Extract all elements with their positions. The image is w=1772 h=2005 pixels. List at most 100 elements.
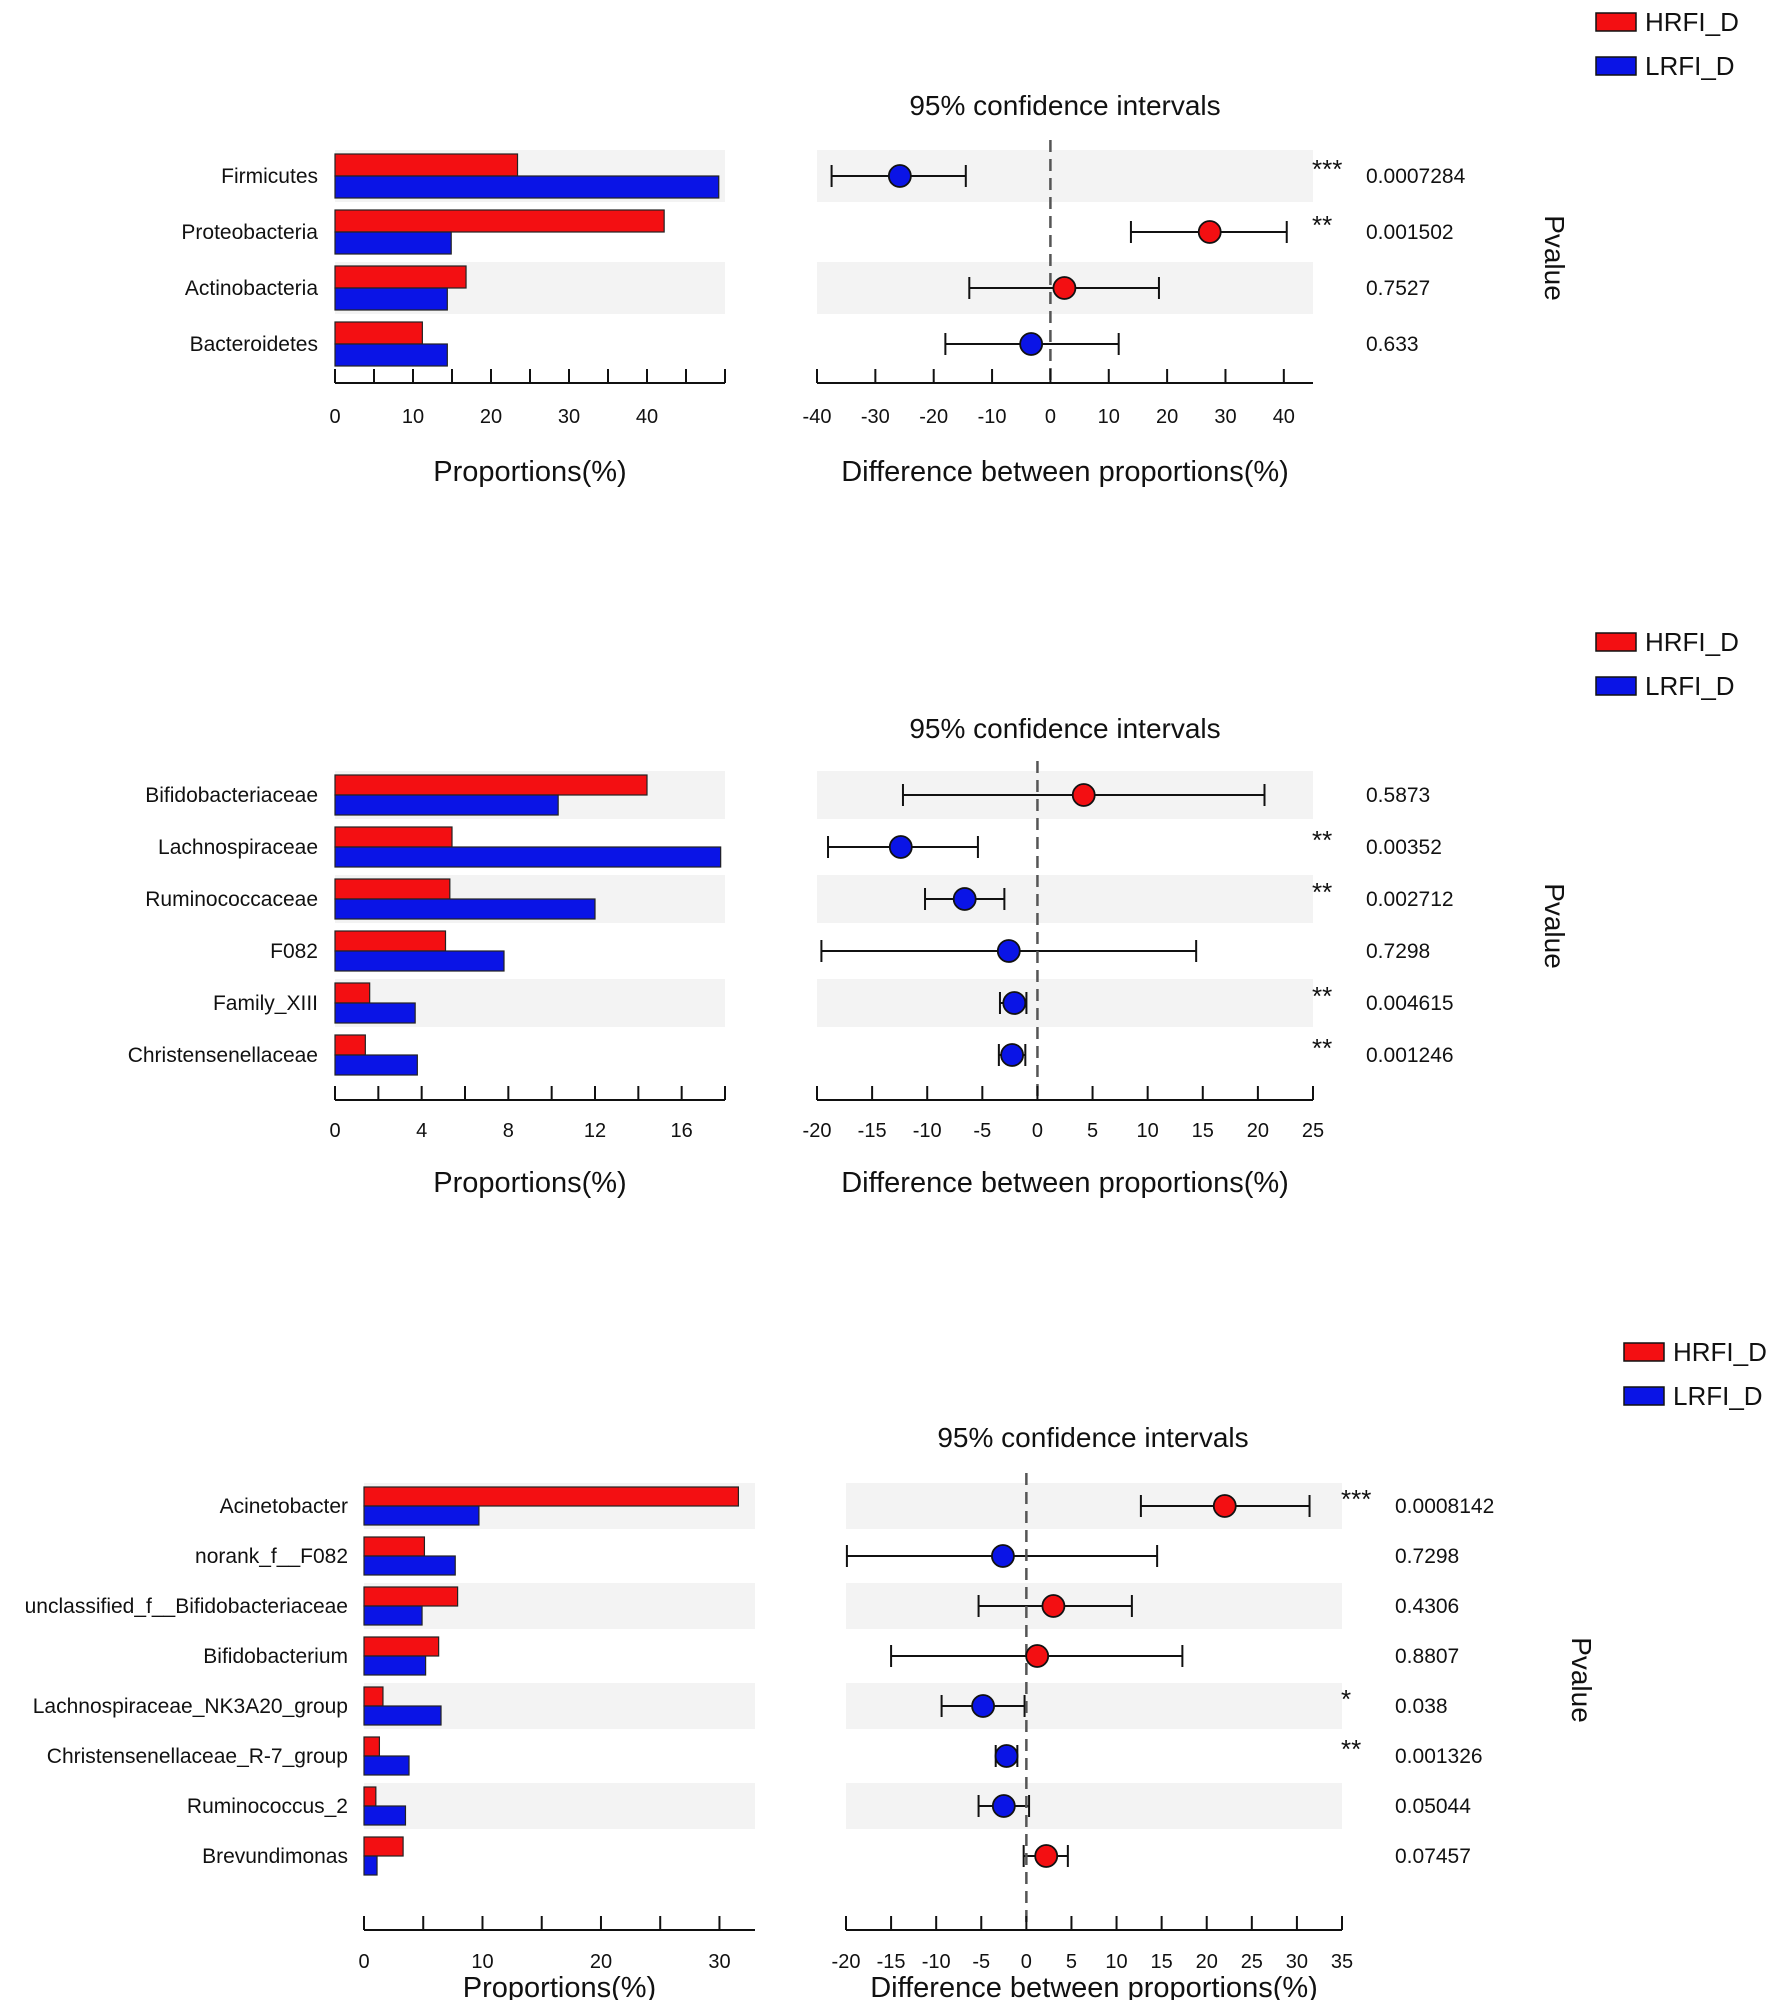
diff-point [971,1694,995,1718]
bar-lrfi_d [334,231,452,255]
panel-family: HRFI_D LRFI_D 95% confidence intervals Pval… [128,627,1739,1199]
diff-point [887,164,912,188]
pvalue-text: 0.633 [1366,333,1419,356]
bar-lrfi_d [363,1605,423,1626]
significance-stars: ** [1312,825,1332,855]
prop-tick-label: 16 [671,1120,693,1142]
prop-tick-label: 10 [471,1951,493,1973]
bar-lrfi_d [363,1705,442,1726]
prop-axis-title: Proportions(%) [433,1167,626,1199]
diff-point [1212,1494,1237,1518]
bar-hrfi_d [363,1836,404,1857]
diff-tick-label: 15 [1151,1951,1173,1973]
bar-hrfi_d [334,982,371,1004]
diff-tick-label: 20 [1156,406,1178,428]
pvalue-text: 0.7298 [1366,940,1430,963]
diff-tick-label: 10 [1137,1120,1159,1142]
diff-tick-label: 15 [1192,1120,1214,1142]
category-label: Actinobacteria [185,277,318,300]
row-stripe-right [817,979,1313,1027]
bar-lrfi_d [334,846,722,868]
ci-title: 95% confidence intervals [909,713,1220,744]
diff-point [1034,1844,1059,1868]
pvalue-text: 0.001326 [1395,1745,1483,1768]
bar-hrfi_d [363,1586,459,1607]
legend-label-lrfi_d: LRFI_D [1673,1381,1763,1411]
diff-point [1025,1644,1050,1668]
diff-point [994,1744,1019,1768]
pvalue-text: 0.8807 [1395,1645,1459,1668]
diff-point [888,835,913,859]
bar-lrfi_d [363,1655,427,1676]
bar-hrfi_d [334,153,519,177]
row-stripe-left [364,1783,755,1829]
category-label: unclassified_f__Bifidobacteriaceae [25,1595,348,1618]
row-stripe-right [846,1683,1342,1729]
bar-hrfi_d [334,930,447,952]
diff-tick-label: 5 [1087,1120,1098,1142]
diff-point [1041,1594,1066,1618]
diff-point [952,887,977,911]
prop-tick-label: 0 [329,1120,340,1142]
prop-axis-title: Proportions(%) [463,1972,656,2000]
legend-swatch-hrfi_d [1595,12,1637,32]
pvalue-text: 0.0007284 [1366,165,1466,188]
diff-tick-label: 30 [1214,406,1236,428]
diff-tick-label: -20 [832,1951,861,1973]
category-label: Lachnospiraceae_NK3A20_group [33,1695,348,1718]
bar-hrfi_d [334,321,423,345]
pvalue-axis-label: Pvalue [1566,1637,1597,1723]
diff-tick-label: -10 [978,406,1007,428]
bar-hrfi_d [334,209,665,233]
significance-stars: *** [1341,1484,1371,1514]
diff-point [1002,991,1027,1015]
diff-axis-title: Difference between proportions(%) [841,1167,1289,1199]
pvalue-text: 0.002712 [1366,888,1454,911]
significance-stars: ** [1312,1033,1332,1063]
prop-tick-label: 20 [590,1951,612,1973]
legend-label-hrfi_d: HRFI_D [1645,627,1739,657]
bar-hrfi_d [363,1786,377,1807]
pvalue-text: 0.07457 [1395,1845,1471,1868]
category-label: Christensenellaceae [128,1044,318,1067]
bar-lrfi_d [334,1054,418,1076]
bar-hrfi_d [334,1034,366,1056]
prop-tick-label: 0 [358,1951,369,1973]
bar-hrfi_d [334,826,453,848]
diff-tick-label: -15 [858,1120,887,1142]
diff-tick-label: 25 [1241,1951,1263,1973]
prop-tick-label: 8 [503,1120,514,1142]
bar-lrfi_d [334,343,448,367]
bar-lrfi_d [334,950,505,972]
bar-lrfi_d [334,287,448,311]
category-label: Bacteroidetes [190,333,318,356]
legend-label-hrfi_d: HRFI_D [1645,7,1739,37]
row-stripe-right [817,875,1313,923]
pvalue-text: 0.004615 [1366,992,1454,1015]
diff-tick-label: -30 [861,406,890,428]
pvalue-axis-label: Pvalue [1539,883,1570,969]
diff-tick-label: -10 [913,1120,942,1142]
bar-lrfi_d [363,1805,407,1826]
panel-phylum: HRFI_D LRFI_D 95% confidence intervals Pval… [181,7,1739,488]
diff-point [1197,220,1222,244]
bar-lrfi_d [334,175,720,199]
legend-swatch-lrfi_d [1595,676,1637,696]
bar-lrfi_d [334,898,596,920]
pvalue-text: 0.4306 [1395,1595,1459,1618]
significance-stars: * [1341,1684,1351,1714]
diff-tick-label: -20 [803,1120,832,1142]
significance-stars: *** [1312,154,1342,184]
category-label: Family_XIII [213,992,318,1015]
bar-lrfi_d [334,794,559,816]
category-label: Firmicutes [221,165,318,188]
diff-tick-label: 0 [1032,1120,1043,1142]
prop-axis-title: Proportions(%) [433,456,626,488]
diff-tick-label: -10 [922,1951,951,1973]
diff-point [991,1544,1015,1568]
diff-tick-label: -5 [973,1120,991,1142]
legend-label-lrfi_d: LRFI_D [1645,671,1735,701]
pvalue-text: 0.00352 [1366,836,1442,859]
diff-axis-title: Difference between proportions(%) [841,456,1289,488]
pvalue-text: 0.7298 [1395,1545,1459,1568]
